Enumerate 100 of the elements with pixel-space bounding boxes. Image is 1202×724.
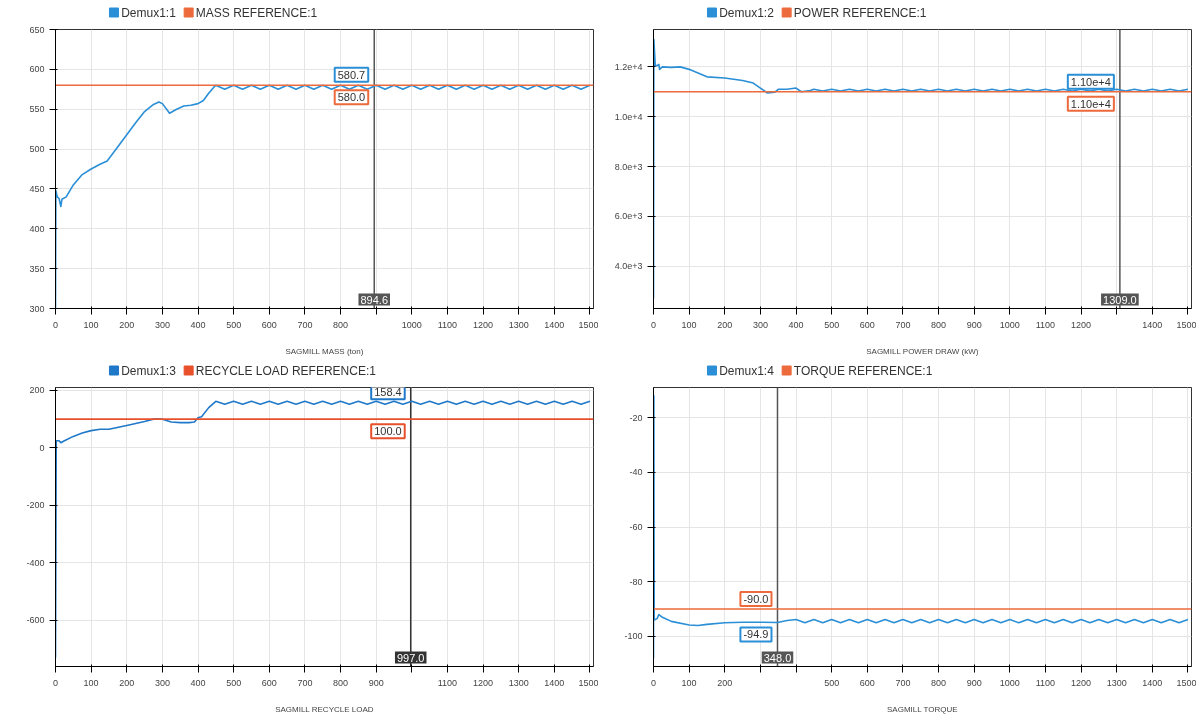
annotation: -94.9 [743, 628, 769, 641]
x-tick-label: 700 [297, 677, 313, 688]
x-tick-label: 500 [226, 319, 242, 330]
x-tick-label: 1100 [1035, 319, 1056, 330]
x-tick-label: 800 [333, 319, 349, 330]
annotation: 100.0 [374, 425, 402, 438]
x-tick-label: 1500 [578, 677, 599, 688]
x-axis-title: SAGMILL POWER DRAW (kW) [866, 346, 979, 356]
x-tick-label: 1400 [1142, 319, 1163, 330]
x-tick-label: 200 [717, 319, 733, 330]
x-tick-label: 500 [226, 677, 242, 688]
x-tick-label: 1300 [508, 677, 529, 688]
y-tick-label: 8.0e+3 [614, 161, 643, 172]
x-tick-label: 300 [752, 319, 768, 330]
y-tick-label: 500 [29, 144, 45, 155]
x-tick-label: 200 [119, 677, 135, 688]
x-axis-title: SAGMILL RECYCLE LOAD [275, 704, 374, 714]
ref-line-label: 1309.0 [1103, 293, 1137, 306]
y-tick-label: -100 [624, 631, 643, 642]
x-tick-label: 200 [119, 319, 135, 330]
x-tick-label: 100 [83, 319, 99, 330]
annotation: 580.7 [337, 68, 366, 81]
x-tick-label: 1000 [999, 319, 1020, 330]
y-tick-label: 6.0e+3 [614, 211, 643, 222]
x-tick-label: 1100 [1035, 677, 1056, 688]
x-tick-label: 1300 [1106, 677, 1127, 688]
y-tick-label: -40 [629, 467, 643, 478]
x-tick-label: 700 [895, 319, 911, 330]
x-tick-label: 700 [297, 319, 313, 330]
x-tick-label: 800 [333, 677, 349, 688]
y-tick-label: 4.0e+3 [614, 261, 643, 272]
y-tick-label: 300 [29, 303, 45, 314]
annotation: -90.0 [743, 593, 769, 606]
x-tick-label: 1200 [1071, 319, 1092, 330]
x-tick-label: 1100 [437, 319, 458, 330]
x-tick-label: 800 [931, 319, 947, 330]
x-tick-label: 100 [83, 677, 99, 688]
x-tick-label: 600 [859, 677, 875, 688]
y-tick-label: -600 [26, 615, 45, 626]
legend-label: Demux1:3 [121, 363, 177, 378]
ref-line-label: 894.6 [360, 293, 389, 306]
x-tick-label: 900 [368, 677, 384, 688]
y-tick-label: 400 [29, 223, 45, 234]
y-tick-label: 1.0e+4 [614, 111, 643, 122]
x-tick-label: 300 [154, 319, 170, 330]
x-tick-label: 1000 [401, 319, 422, 330]
x-tick-label: 400 [190, 319, 206, 330]
x-tick-label: 1300 [508, 319, 529, 330]
annotation: 1.10e+4 [1070, 75, 1111, 88]
x-tick-label: 0 [651, 319, 657, 330]
legend-label: Demux1:4 [719, 363, 775, 378]
x-tick-label: 200 [717, 677, 733, 688]
x-tick-label: 600 [859, 319, 875, 330]
legend-label: RECYCLE LOAD REFERENCE:1 [195, 363, 377, 378]
x-tick-label: 1200 [473, 677, 494, 688]
annotation: 580.0 [337, 91, 366, 104]
x-tick-label: 600 [261, 677, 277, 688]
x-tick-label: 400 [788, 319, 804, 330]
x-tick-label: 1500 [1176, 319, 1197, 330]
y-tick-label: 650 [29, 24, 45, 35]
x-tick-label: 600 [261, 319, 277, 330]
x-tick-label: 1000 [999, 677, 1020, 688]
x-tick-label: 300 [154, 677, 170, 688]
x-tick-label: 100 [681, 319, 697, 330]
x-tick-label: 400 [190, 677, 206, 688]
x-tick-label: 1200 [473, 319, 494, 330]
y-tick-label: 0 [39, 442, 45, 453]
x-axis-title: SAGMILL MASS (ton) [285, 346, 364, 356]
x-tick-label: 1100 [437, 677, 458, 688]
x-tick-label: 1400 [1142, 677, 1163, 688]
y-tick-label: 1.2e+4 [614, 61, 643, 72]
x-tick-label: 900 [966, 319, 982, 330]
x-axis-title: SAGMILL TORQUE [887, 704, 958, 714]
legend-label: Demux1:1 [121, 5, 177, 20]
y-tick-label: 350 [29, 263, 45, 274]
y-tick-label: -200 [26, 500, 45, 511]
x-tick-label: 1500 [578, 319, 599, 330]
y-tick-label: 200 [29, 385, 45, 396]
legend-label: POWER REFERENCE:1 [793, 5, 927, 20]
legend-label: TORQUE REFERENCE:1 [793, 363, 933, 378]
y-tick-label: -60 [629, 522, 643, 532]
legend-label: MASS REFERENCE:1 [195, 5, 318, 20]
y-tick-label: 550 [29, 104, 45, 115]
x-tick-label: 1200 [1071, 677, 1092, 688]
y-tick-label: -80 [629, 576, 643, 587]
x-tick-label: 500 [824, 677, 840, 688]
x-tick-label: 500 [824, 319, 840, 330]
x-tick-label: 1400 [544, 677, 565, 688]
x-tick-label: 100 [681, 677, 697, 688]
annotation: 158.4 [374, 386, 402, 399]
y-tick-label: -400 [26, 557, 45, 568]
x-tick-label: 700 [895, 677, 911, 688]
x-tick-label: 0 [53, 319, 59, 330]
ref-line-label: 997.0 [396, 651, 425, 664]
x-tick-label: 800 [931, 677, 947, 688]
x-tick-label: 0 [53, 677, 59, 688]
legend-label: Demux1:2 [719, 5, 775, 20]
y-tick-label: -20 [629, 412, 643, 423]
x-tick-label: 1400 [544, 319, 565, 330]
annotation: 1.10e+4 [1070, 97, 1111, 110]
